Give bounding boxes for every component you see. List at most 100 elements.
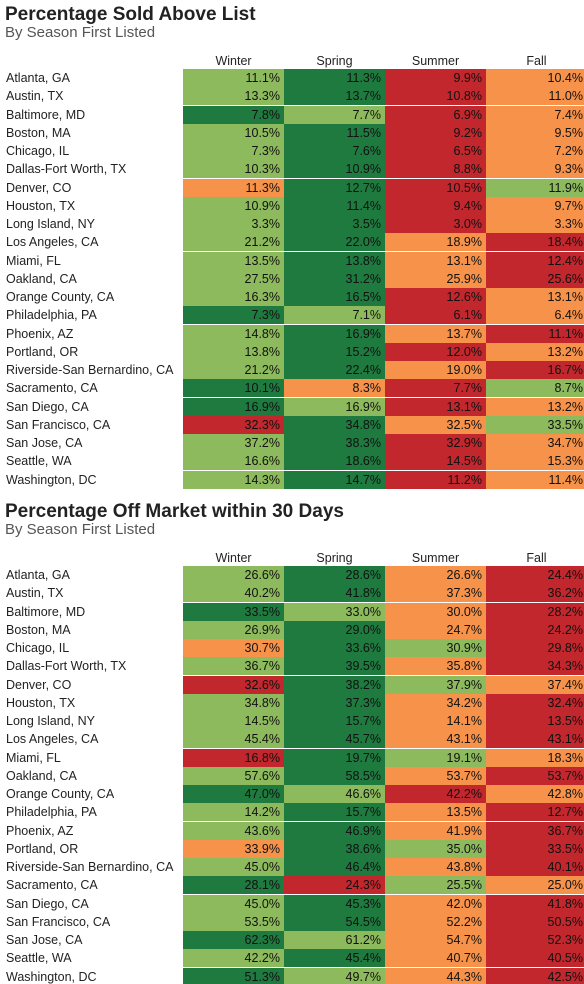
table-row: Los Angeles, CA 21.2% 22.0% 18.9% 18.4% <box>0 233 584 252</box>
table-row: Chicago, IL 30.7% 33.6% 30.9% 29.8% <box>0 639 584 657</box>
table-row: Dallas-Fort Worth, TX 10.3% 10.9% 8.8% 9.3% <box>0 160 584 179</box>
heatmap-cell-winter: 34.8% <box>183 693 284 712</box>
heatmap-cell-spring: 58.5% <box>284 766 385 785</box>
table-row: Chicago, IL 7.3% 7.6% 6.5% 7.2% <box>0 142 584 160</box>
heatmap-cell-summer: 18.9% <box>385 233 486 252</box>
heatmap-cell-winter: 33.5% <box>183 602 284 621</box>
heatmap-cell-spring: 45.4% <box>284 949 385 968</box>
row-label: Sacramento, CA <box>6 878 98 893</box>
row-label: Portland, OR <box>6 841 79 856</box>
row-label: Washington, DC <box>6 472 97 487</box>
heatmap-cell-spring: 31.2% <box>284 269 385 288</box>
heatmap-cell-fall: 33.5% <box>486 839 584 858</box>
table-row: Miami, FL 16.8% 19.7% 19.1% 18.3% <box>0 748 584 767</box>
heatmap-cell-spring: 46.6% <box>284 785 385 803</box>
heatmap-cell-fall: 42.5% <box>486 967 584 984</box>
column-header-winter: Winter <box>215 551 252 565</box>
table-row: Seattle, WA 42.2% 45.4% 40.7% 40.5% <box>0 949 584 968</box>
heatmap-cell-summer: 7.7% <box>385 379 486 398</box>
column-header-summer: Summer <box>411 551 460 565</box>
row-label: San Francisco, CA <box>6 914 111 929</box>
heatmap-cell-fall: 18.3% <box>486 748 584 767</box>
row-label: Denver, CO <box>6 180 72 195</box>
heatmap-cell-spring: 45.3% <box>284 894 385 913</box>
heatmap-cell-fall: 34.3% <box>486 657 584 676</box>
heatmap-cell-fall: 53.7% <box>486 766 584 785</box>
table-row: Riverside-San Bernardino, CA 21.2% 22.4% 19… <box>0 361 584 379</box>
heatmap-cell-summer: 54.7% <box>385 931 486 949</box>
heatmap-cell-spring: 8.3% <box>284 379 385 398</box>
table-row: Baltimore, MD 33.5% 33.0% 30.0% 28.2% <box>0 602 584 621</box>
table-row: Los Angeles, CA 45.4% 45.7% 43.1% 43.1% <box>0 730 584 749</box>
heatmap-cell-fall: 8.7% <box>486 379 584 398</box>
heatmap-cell-spring: 11.4% <box>284 196 385 215</box>
heatmap-cell-spring: 39.5% <box>284 657 385 676</box>
heatmap-cell-winter: 21.2% <box>183 233 284 252</box>
heatmap-cell-summer: 32.5% <box>385 415 486 434</box>
row-label: Sacramento, CA <box>6 381 98 396</box>
heatmap-cell-winter: 30.7% <box>183 639 284 657</box>
heatmap-cell-fall: 3.3% <box>486 215 584 233</box>
heatmap-cell-summer: 13.5% <box>385 803 486 822</box>
heatmap-cell-spring: 10.9% <box>284 160 385 179</box>
heatmap-cell-winter: 27.5% <box>183 269 284 288</box>
heatmap-cell-summer: 52.2% <box>385 912 486 931</box>
heatmap-cell-spring: 16.9% <box>284 397 385 416</box>
heatmap-cell-fall: 33.5% <box>486 415 584 434</box>
heatmap-cell-fall: 12.4% <box>486 251 584 270</box>
heatmap-cell-winter: 45.0% <box>183 858 284 876</box>
heatmap-cell-summer: 12.0% <box>385 342 486 361</box>
heatmap-cell-summer: 34.2% <box>385 693 486 712</box>
heatmap-cell-fall: 42.8% <box>486 785 584 803</box>
table-row: Austin, TX 40.2% 41.8% 37.3% 36.2% <box>0 584 584 603</box>
heatmap-cell-summer: 42.2% <box>385 785 486 803</box>
heatmap-cell-spring: 7.7% <box>284 105 385 124</box>
table-row: Sacramento, CA 28.1% 24.3% 25.5% 25.0% <box>0 876 584 895</box>
heatmap-cell-fall: 16.7% <box>486 361 584 379</box>
heatmap-cell-spring: 46.9% <box>284 821 385 840</box>
heatmap-cell-winter: 26.9% <box>183 620 284 639</box>
heatmap-cell-fall: 7.2% <box>486 142 584 160</box>
row-label: Philadelphia, PA <box>6 805 97 820</box>
heatmap-cell-winter: 62.3% <box>183 931 284 949</box>
row-label: Orange County, CA <box>6 787 115 801</box>
row-label: Seattle, WA <box>6 454 72 469</box>
row-label: Houston, TX <box>6 695 76 710</box>
heatmap-cell-summer: 44.3% <box>385 967 486 984</box>
heatmap-cell-spring: 15.2% <box>284 342 385 361</box>
heatmap-cell-summer: 12.6% <box>385 288 486 306</box>
heatmap-cell-fall: 24.4% <box>486 566 584 584</box>
heatmap-cell-summer: 14.1% <box>385 712 486 730</box>
heatmap-cell-fall: 36.7% <box>486 821 584 840</box>
table-row: Phoenix, AZ 14.8% 16.9% 13.7% 11.1% <box>0 324 584 343</box>
heatmap-cell-spring: 38.2% <box>284 675 385 694</box>
table-row: San Francisco, CA 53.5% 54.5% 52.2% 50.5% <box>0 912 584 931</box>
heatmap-cell-spring: 7.1% <box>284 306 385 325</box>
table-row: San Jose, CA 62.3% 61.2% 54.7% 52.3% <box>0 931 584 949</box>
column-header-spring: Spring <box>316 551 353 565</box>
row-label: Miami, FL <box>6 750 61 765</box>
heatmap-cell-summer: 19.0% <box>385 361 486 379</box>
chart-title: Percentage Off Market within 30 Days <box>5 501 344 522</box>
row-label: Boston, MA <box>6 622 71 637</box>
heatmap-cell-spring: 22.0% <box>284 233 385 252</box>
row-label: Oakland, CA <box>6 768 77 783</box>
heatmap-cell-spring: 33.0% <box>284 602 385 621</box>
row-label: Atlanta, GA <box>6 568 70 582</box>
row-label: Oakland, CA <box>6 271 77 286</box>
heatmap-cell-summer: 35.0% <box>385 839 486 858</box>
heatmap-cell-fall: 25.6% <box>486 269 584 288</box>
row-label: Austin, TX <box>6 89 64 104</box>
column-header-spring: Spring <box>316 54 353 68</box>
table-row: Philadelphia, PA 7.3% 7.1% 6.1% 6.4% <box>0 306 584 325</box>
heatmap-cell-winter: 47.0% <box>183 785 284 803</box>
heatmap-cell-fall: 34.7% <box>486 434 584 452</box>
heatmap-cell-summer: 53.7% <box>385 766 486 785</box>
row-label: Chicago, IL <box>6 641 70 655</box>
row-label: Miami, FL <box>6 253 61 268</box>
heatmap-cell-winter: 10.3% <box>183 160 284 179</box>
table-row: Denver, CO 11.3% 12.7% 10.5% 11.9% <box>0 178 584 197</box>
row-label: Boston, MA <box>6 125 71 140</box>
heatmap-cell-winter: 36.7% <box>183 657 284 676</box>
heatmap-cell-fall: 9.3% <box>486 160 584 179</box>
